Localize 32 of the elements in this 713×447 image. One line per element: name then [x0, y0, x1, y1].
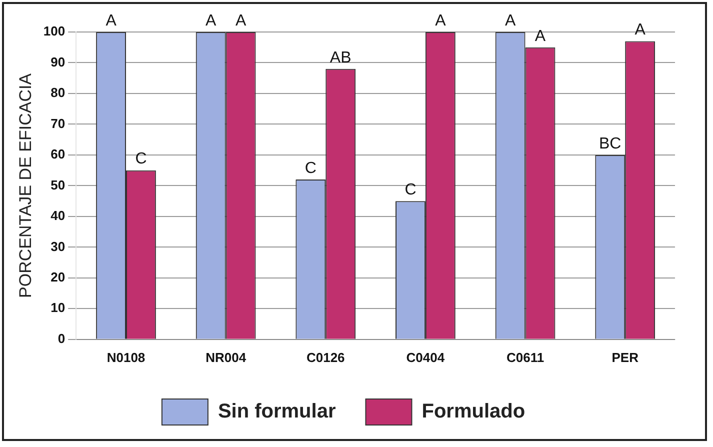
y-tick-label: 60	[50, 146, 66, 162]
x-tick-label: C0611	[506, 350, 544, 365]
y-axis-title: PORCENTAJE DE EFICACIA	[16, 72, 35, 298]
y-tick-label: 90	[50, 54, 66, 70]
y-tick-label: 100	[43, 24, 66, 39]
data-label: AB	[330, 49, 352, 66]
data-label: A	[634, 22, 646, 39]
data-label: C	[135, 150, 147, 168]
x-tick-label: C0404	[406, 350, 446, 365]
y-tick-label: 50	[50, 177, 66, 192]
y-tick-label: 30	[50, 238, 66, 254]
data-label: C	[404, 181, 416, 198]
data-label: BC	[599, 135, 622, 152]
y-tick-label: 20	[50, 270, 66, 284]
x-tick-label: N0108	[106, 350, 146, 365]
data-label: A	[534, 28, 546, 45]
y-tick-label: 40	[50, 208, 66, 224]
legend-label: Sin formular	[218, 400, 336, 423]
data-label: A	[435, 12, 446, 30]
x-tick-label: NR004	[206, 350, 247, 365]
data-label: A	[106, 12, 117, 30]
data-label: A	[504, 12, 516, 30]
x-tick-label: C0126	[306, 350, 345, 365]
data-label: A	[206, 12, 217, 30]
y-tick-label: 0	[58, 330, 66, 346]
data-label: A	[235, 12, 246, 30]
y-tick-label: 10	[50, 300, 66, 316]
y-tick-label: 70	[50, 116, 66, 131]
legend-label: Formulado	[422, 400, 526, 423]
data-label: C	[304, 160, 316, 177]
y-tick-label: 80	[50, 85, 66, 100]
x-tick-label: PER	[612, 350, 640, 365]
